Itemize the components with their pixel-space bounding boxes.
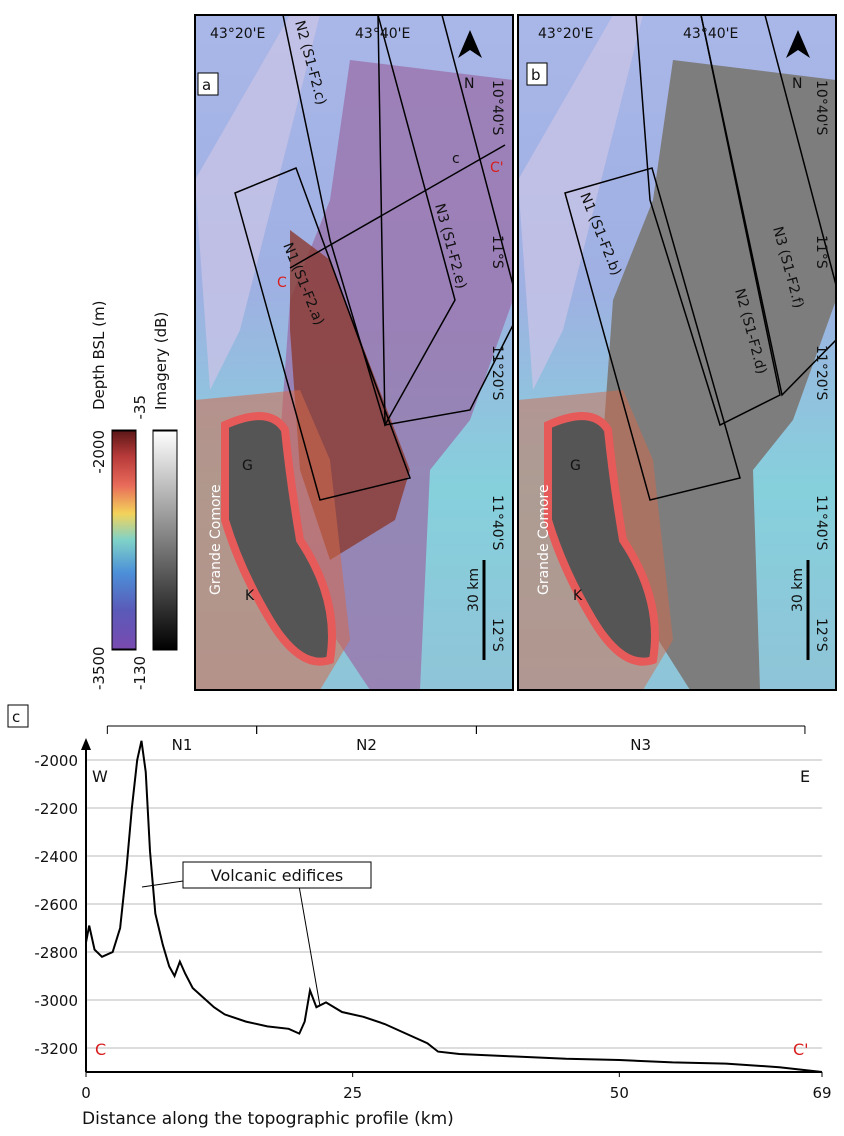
- volcano-label: G: [570, 458, 581, 474]
- x-tick-label: 0: [81, 1084, 91, 1102]
- box-n2: [282, 15, 456, 427]
- map-frame: [194, 14, 514, 691]
- lon-label: 43°40'E: [683, 26, 738, 42]
- y-tick-label: -2800: [34, 944, 78, 962]
- colorbars: Depth BSL (m) Imagery (dB) -2000 -3500 -…: [90, 301, 178, 690]
- lat-label: 12°S: [813, 618, 829, 652]
- y-tick-label: -3000: [34, 992, 78, 1010]
- colorbar-label: -3500: [90, 646, 108, 690]
- colorbar-label: -35: [131, 395, 149, 420]
- lat-label: 11°40'S: [813, 495, 829, 550]
- lat-label: 11°20'S: [489, 345, 505, 400]
- lon-label: 43°40'E: [355, 26, 410, 42]
- lat-label: 11°S: [489, 235, 505, 269]
- colorbar-label: -130: [131, 656, 149, 690]
- profile-label: c: [452, 151, 460, 167]
- lat-label: 11°40'S: [489, 495, 505, 550]
- island-label: Grande Comore: [208, 484, 224, 595]
- island: [221, 412, 336, 666]
- panel-label: c: [12, 708, 20, 726]
- lat-label: 12°S: [489, 618, 505, 652]
- volcano-label: G: [242, 458, 253, 474]
- map-b: [518, 15, 836, 690]
- x-tick-label: 50: [610, 1084, 629, 1102]
- colorbar-title: Depth BSL (m): [90, 301, 108, 410]
- box-n3: [700, 15, 836, 397]
- swath: [603, 60, 836, 690]
- x-axis-title: Distance along the topographic profile (…: [82, 1109, 454, 1129]
- lat-label: 10°40'S: [489, 80, 505, 135]
- profile-chart: -2000 -2200 -2400 -2600 -2800 -3000 -3200 0 25 50…: [34, 430, 832, 1129]
- scale-label: 30 km: [466, 568, 482, 612]
- swath: [518, 15, 643, 390]
- north-label: N: [464, 76, 474, 92]
- y-tick-label: -3200: [34, 1040, 78, 1058]
- leader-line: [141, 879, 191, 888]
- imagery-colorbar: [152, 429, 178, 651]
- depth-colorbar: [111, 429, 137, 651]
- lon-label: 43°20'E: [210, 26, 265, 42]
- lon-label: 43°20'E: [538, 26, 593, 42]
- annotation: Volcanic edifices: [211, 866, 344, 885]
- map-a: [195, 15, 513, 690]
- profile-end: C: [95, 1040, 106, 1059]
- volcano-label: K: [573, 588, 583, 604]
- lat-label: 11°20'S: [813, 345, 829, 400]
- profile-end: C': [793, 1040, 809, 1059]
- segment-label: N2: [356, 736, 377, 754]
- north-arrow: [458, 30, 482, 58]
- segment-label: N1: [172, 736, 193, 754]
- panel-box: [526, 62, 548, 86]
- direction-label: E: [800, 767, 810, 786]
- y-tick-label: -2400: [34, 848, 78, 866]
- colorbar-title: Imagery (dB): [152, 312, 170, 410]
- leader-line: [297, 879, 321, 1007]
- north-arrow: [786, 30, 810, 58]
- x-tick-label: 69: [812, 1084, 831, 1102]
- profile-line: [289, 144, 506, 269]
- y-tick-label: -2200: [34, 800, 78, 818]
- box-n1: [234, 167, 411, 501]
- panel-label: b: [531, 66, 541, 84]
- box-n2: [635, 15, 781, 427]
- x-tick-label: 25: [343, 1084, 362, 1102]
- box-n3: [377, 15, 513, 426]
- scale-label: 30 km: [790, 568, 806, 612]
- direction-label: W: [92, 767, 108, 786]
- island-label: Grande Comore: [536, 484, 552, 595]
- box-n1: [564, 167, 741, 501]
- volcano-label: K: [245, 588, 255, 604]
- map-frame: [517, 14, 837, 691]
- panel-box: [197, 72, 219, 96]
- colorbar-label: -2000: [90, 430, 108, 474]
- profile-label: C: [277, 275, 287, 291]
- profile-label: C': [490, 160, 504, 176]
- y-tick-label: -2600: [34, 896, 78, 914]
- panel-box: [7, 704, 29, 728]
- panel-label: a: [202, 76, 211, 94]
- y-tick-label: -2000: [34, 752, 78, 770]
- swath: [195, 15, 320, 390]
- y-axis-arrow: [81, 738, 91, 750]
- segment-label: N3: [630, 736, 651, 754]
- lat-label: 11°S: [813, 235, 829, 269]
- profile-line: [85, 740, 823, 1073]
- island: [544, 412, 659, 666]
- annotation-box: [182, 861, 372, 889]
- lat-label: 10°40'S: [813, 80, 829, 135]
- north-label: N: [792, 76, 802, 92]
